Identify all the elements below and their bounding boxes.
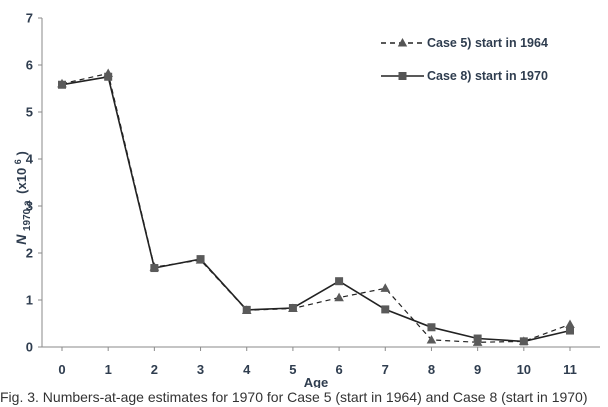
data-point-square	[150, 264, 159, 273]
figure-caption: Fig. 3. Numbers-at-age estimates for 197…	[0, 389, 588, 405]
y-tick-label: 7	[26, 11, 33, 26]
data-point-square	[58, 80, 66, 89]
data-point-square	[335, 277, 344, 286]
y-tick-label: 5	[26, 105, 33, 120]
y-tick-label: 3	[26, 199, 33, 214]
y-axis-title-sub: 1970,a	[22, 200, 33, 231]
y-tick-label: 0	[26, 340, 33, 355]
y-axis-title-close: )	[14, 151, 29, 155]
data-point-square	[381, 305, 390, 314]
data-point-square	[566, 326, 574, 335]
x-tick-label: 10	[517, 362, 531, 377]
series-line-1	[61, 72, 571, 343]
y-axis-title: N 1970,a (x10 6 )	[9, 151, 33, 245]
y-tick-group: 0 1 2 3 4 5 6 7	[26, 11, 42, 355]
data-point-square	[519, 337, 528, 346]
data-point-square	[104, 72, 113, 81]
data-point-triangle	[380, 283, 391, 292]
data-point-square	[196, 255, 205, 264]
x-tick-label: 5	[289, 362, 296, 377]
legend-label-case8: Case 8) start in 1970	[427, 69, 548, 83]
legend-entry-case5: Case 5) start in 1964	[381, 36, 548, 50]
y-tick-label: 1	[26, 293, 33, 308]
x-tick-label: 9	[474, 362, 481, 377]
x-tick-label: 3	[197, 362, 204, 377]
data-point-triangle	[334, 292, 344, 302]
x-tick-label: 8	[428, 362, 435, 377]
line-chart: 0 1 2 3 4 5 6 7 0 1 2 3 4 5 6 7 8 9 10 11 Age N 1970,a (x1…	[9, 11, 600, 388]
x-tick-label: 11	[563, 362, 577, 377]
legend-entry-case8: Case 8) start in 1970	[381, 69, 548, 83]
legend-label-case5: Case 5) start in 1964	[427, 36, 548, 50]
y-tick-label: 6	[26, 58, 33, 73]
y-axis-title-unit: (x10	[14, 168, 29, 194]
data-point-triangle	[426, 334, 437, 344]
axes	[41, 18, 600, 348]
x-tick-group: 0 1 2 3 4 5 6 7 8 9 10 11	[58, 347, 577, 377]
x-tick-label: 0	[58, 362, 65, 377]
legend: Case 5) start in 1964 Case 8) start in 1…	[381, 36, 548, 83]
x-tick-label: 6	[335, 362, 342, 377]
legend-marker-triangle	[397, 38, 408, 47]
x-tick-label: 1	[105, 362, 112, 377]
series-line-2	[61, 75, 571, 343]
y-axis-title-main: N	[13, 234, 29, 245]
y-axis-title-exp: 6	[13, 159, 23, 164]
series-layer	[57, 68, 575, 346]
data-point-square	[288, 303, 297, 312]
x-tick-label: 4	[243, 362, 251, 377]
data-point-square	[427, 323, 436, 332]
data-point-square	[473, 334, 482, 343]
legend-marker-square	[398, 72, 407, 80]
x-tick-label: 2	[151, 362, 158, 377]
y-tick-label: 4	[26, 152, 34, 167]
x-axis-title: Age	[304, 375, 329, 388]
y-tick-label: 2	[26, 246, 33, 261]
x-tick-label: 7	[382, 362, 389, 377]
data-point-triangle	[565, 319, 575, 329]
data-point-square	[242, 305, 251, 314]
